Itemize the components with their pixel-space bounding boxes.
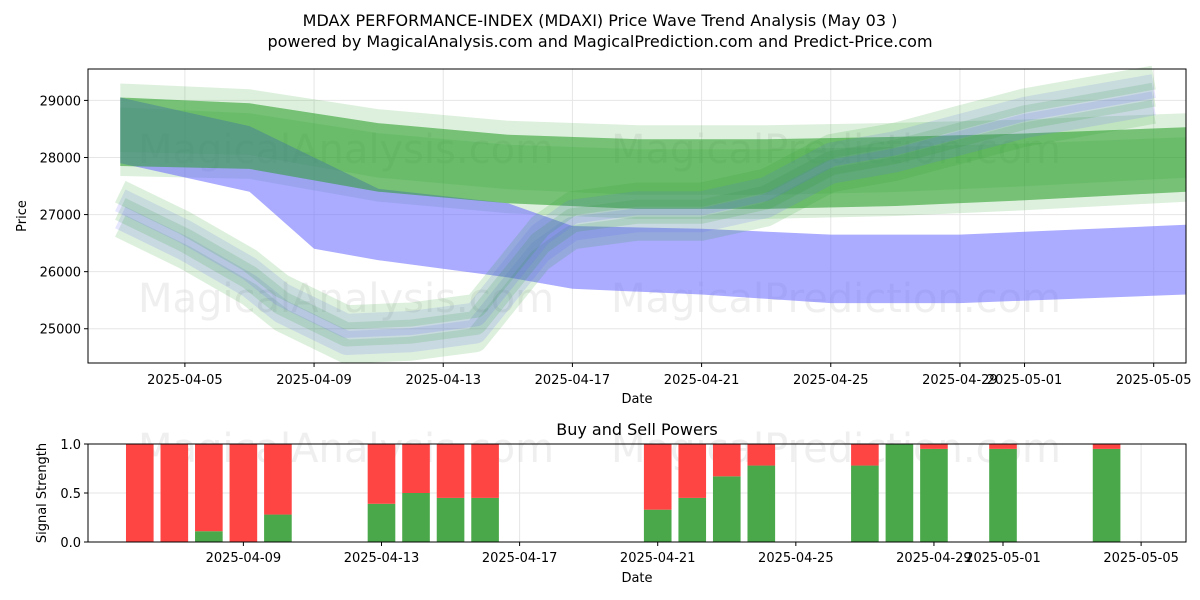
chart-title-line2: powered by MagicalAnalysis.com and Magic… [267,32,932,51]
x-axis-label: Date [621,571,652,586]
sell-bar [402,444,430,493]
wave-trace [115,82,1156,347]
y-tick-label: 25000 [40,323,81,338]
x-tick-label: 2025-04-13 [344,551,420,566]
buy-bar [851,465,879,542]
x-tick-label: 2025-04-21 [620,551,696,566]
buy-bar [471,497,499,542]
sell-bar [851,444,879,466]
buy-bar [367,503,396,542]
buy-bar [920,448,948,542]
signal-chart-title: Buy and Sell Powers [556,420,718,439]
signal-chart: MagicalAnalysis.com MagicalPrediction.com… [35,420,1187,586]
y-axis-label: Price [15,200,30,232]
blue-trend-band [120,97,1186,304]
x-tick-label: 2025-05-05 [1116,373,1192,388]
sell-bar [989,444,1017,449]
buy-bar [436,497,465,542]
y-tick-label: 0.5 [60,487,81,502]
sell-bar [264,444,292,515]
sell-bar [471,444,499,498]
y-tick-label: 28000 [40,151,81,166]
sell-bar [712,444,741,477]
y-tick-label: 29000 [40,94,81,109]
y-tick-label: 27000 [40,209,81,224]
x-tick-label: 2025-04-09 [206,551,282,566]
buy-bar [885,444,914,542]
buy-bar [643,509,672,542]
x-tick-label: 2025-04-17 [482,551,558,566]
price-plot-frame [87,68,1187,364]
buy-bar [402,493,430,542]
sell-bar [160,444,189,542]
x-tick-label: 2025-04-05 [147,373,223,388]
x-tick-label: 2025-04-25 [793,373,869,388]
green-trend-band [120,97,1186,209]
wave-trace [115,65,1156,330]
buy-bar [678,497,707,542]
watermark: MagicalAnalysis.com [138,276,554,322]
wave-trace [115,91,1156,355]
sell-bar [747,444,776,466]
x-tick-label: 2025-04-25 [758,551,834,566]
sell-bar [920,444,948,449]
x-tick-label: 2025-05-01 [987,373,1063,388]
x-tick-label: 2025-05-01 [965,551,1041,566]
y-tick-label: 26000 [40,266,81,281]
price-chart: MagicalAnalysis.comMagicalPrediction.com… [15,65,1192,407]
buy-bar [264,514,292,542]
sell-bar [125,444,154,542]
sell-bar [195,444,223,532]
y-tick-label: 1.0 [60,438,81,453]
buy-bar [195,531,223,542]
chart-title-line1: MDAX PERFORMANCE-INDEX (MDAXI) Price Wav… [303,11,898,30]
x-axis-label: Date [621,392,652,407]
buy-bar [712,476,741,542]
buy-bar [989,448,1017,542]
y-axis-label: Signal Strength [35,443,50,543]
y-tick-label: 0.0 [60,536,81,551]
sell-bar [229,444,258,542]
x-tick-label: 2025-04-17 [535,373,611,388]
x-tick-label: 2025-04-29 [896,551,972,566]
wave-trace [115,74,1156,338]
sell-bar [1092,444,1121,449]
x-tick-label: 2025-04-29 [922,373,998,388]
wave-trace [115,99,1156,364]
sell-bar [367,444,396,504]
sell-bar [436,444,465,498]
x-tick-label: 2025-04-09 [276,373,352,388]
buy-bar [1092,448,1121,542]
sell-bar [678,444,707,498]
x-tick-label: 2025-04-13 [405,373,481,388]
buy-bar [747,465,776,542]
x-tick-label: 2025-05-05 [1103,551,1179,566]
x-tick-label: 2025-04-21 [664,373,740,388]
sell-bar [643,444,672,510]
